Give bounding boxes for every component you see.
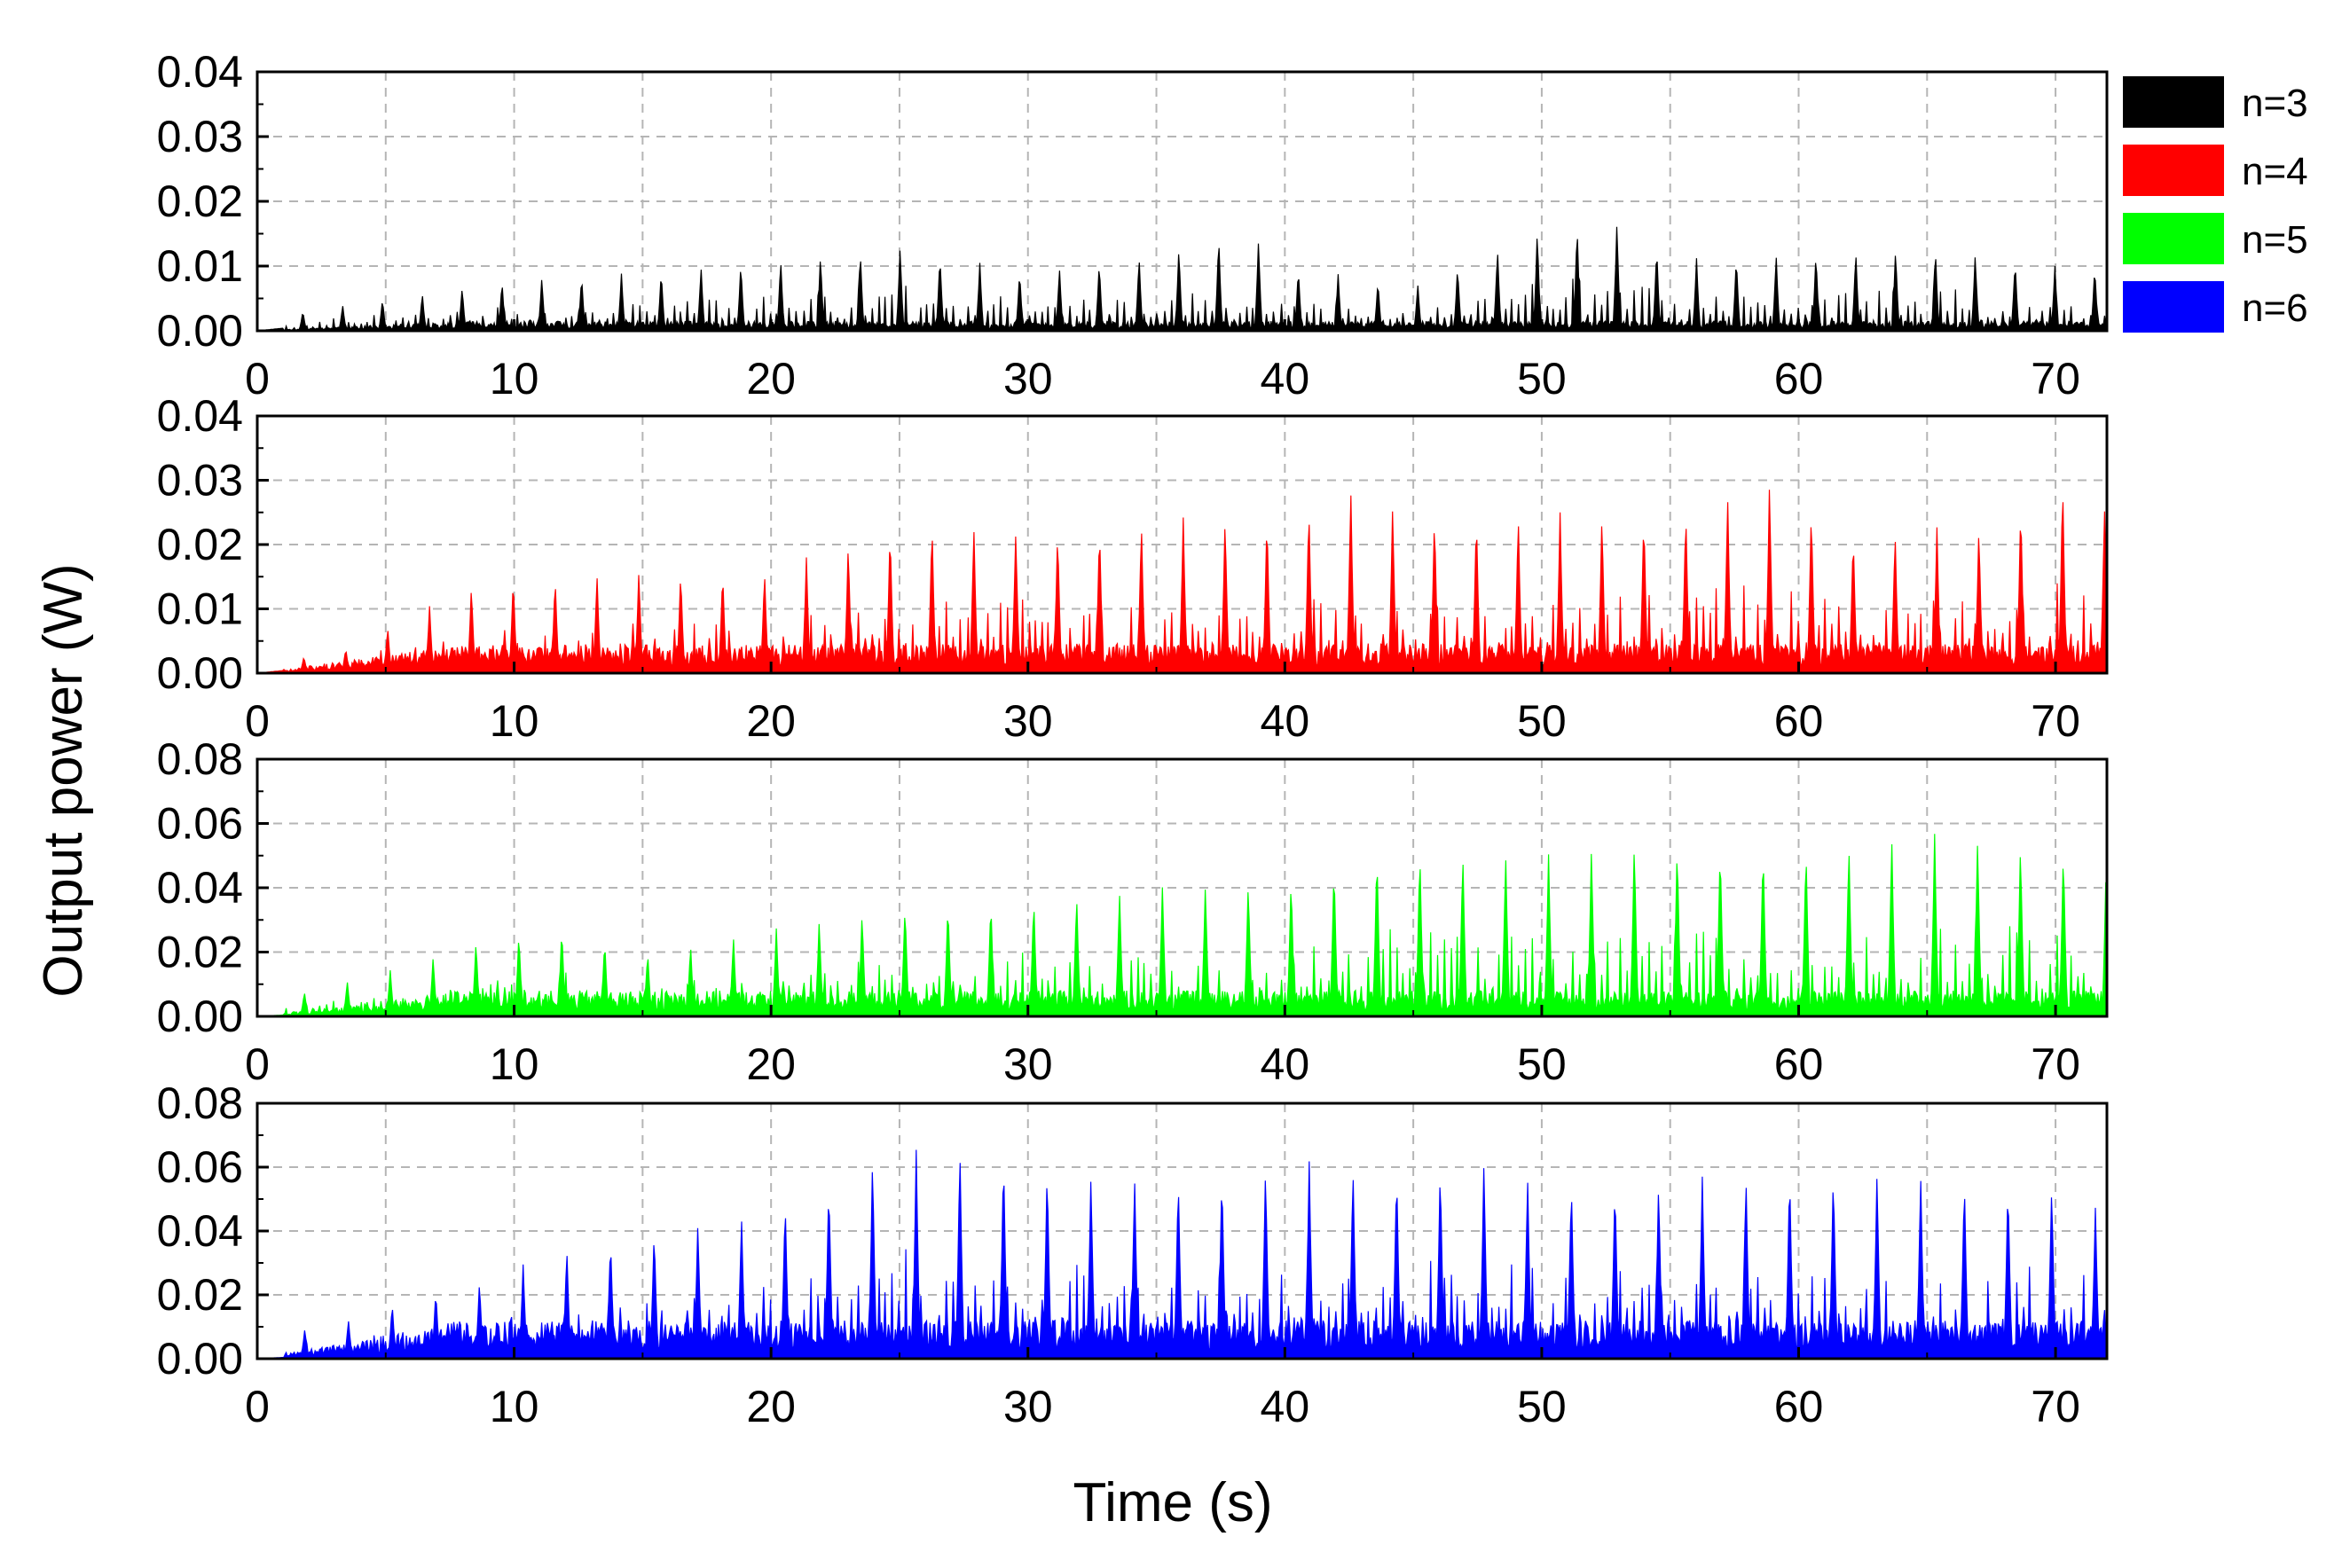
- legend-swatch-n4: [2123, 145, 2224, 196]
- series-area-n6: [257, 1149, 2107, 1359]
- y-tick-label-n3: 0.03: [157, 112, 243, 161]
- y-tick-label-n6: 0.08: [157, 1078, 243, 1128]
- panel-n4: 0.00 0.01 0.02 0.03 0.04 0 10 20 30 40 50 60 70: [157, 391, 2109, 746]
- panel-n6: 0.00 0.02 0.04 0.06 0.08 0 10 20 30 40 50 60 70: [157, 1078, 2109, 1431]
- legend: n=3 n=4 n=5 n=6: [2123, 76, 2308, 333]
- y-tick-label-n4: 0.01: [157, 584, 243, 634]
- x-tick-label-n4: 10: [490, 696, 539, 746]
- y-tick-label-n5: 0.06: [157, 799, 243, 849]
- series-area-n5: [257, 834, 2107, 1016]
- x-tick-label-n4: 50: [1517, 696, 1567, 746]
- y-tick-label-n5: 0.08: [157, 734, 243, 784]
- y-axis-title: Output power (W): [33, 563, 94, 997]
- series-area-n4: [257, 490, 2107, 673]
- x-tick-label-n6: 0: [245, 1382, 270, 1431]
- legend-label-n4: n=4: [2242, 150, 2308, 193]
- x-tick-label-n3: 70: [2031, 354, 2080, 404]
- x-tick-label-n3: 20: [746, 354, 796, 404]
- y-tick-label-n6: 0.04: [157, 1206, 243, 1256]
- x-tick-label-n6: 20: [746, 1382, 796, 1431]
- y-tick-label-n3: 0.04: [157, 47, 243, 97]
- legend-label-n3: n=3: [2242, 82, 2308, 125]
- x-tick-label-n5: 50: [1517, 1039, 1567, 1089]
- legend-swatch-n5: [2123, 213, 2224, 264]
- gridlines-n5: [257, 759, 2107, 1016]
- y-tick-label-n5: 0.04: [157, 863, 243, 913]
- x-tick-label-n3: 40: [1261, 354, 1310, 404]
- y-tick-label-n4: 0.03: [157, 456, 243, 506]
- x-tick-label-n3: 10: [490, 354, 539, 404]
- x-tick-label-n4: 40: [1261, 696, 1310, 746]
- gridlines-n3: [257, 72, 2107, 331]
- panels: 0.000.010.020.030.040 10 20 30 40 50 60 700.000…: [157, 47, 2109, 1431]
- legend-entry-n5: n=5: [2123, 213, 2308, 264]
- x-tick-label-n5: 70: [2031, 1039, 2080, 1089]
- x-tick-label-n6: 60: [1774, 1382, 1824, 1431]
- legend-swatch-n3: [2123, 76, 2224, 128]
- x-tick-label-n5: 10: [490, 1039, 539, 1089]
- panel-n3: 0.00 0.01 0.02 0.03 0.04 0 10 20 30 40 50 60 70: [157, 47, 2109, 404]
- series-area-n3: [257, 226, 2107, 331]
- x-tick-label-n3: 30: [1003, 354, 1053, 404]
- y-tick-label-n5: 0.00: [157, 992, 243, 1041]
- legend-label-n5: n=5: [2242, 218, 2308, 262]
- x-tick-label-n5: 20: [746, 1039, 796, 1089]
- y-tick-label-n4: 0.00: [157, 648, 243, 698]
- x-tick-label-n4: 60: [1774, 696, 1824, 746]
- x-tick-label-n5: 40: [1261, 1039, 1310, 1089]
- x-tick-label-n4: 20: [746, 696, 796, 746]
- y-tick-label-n4: 0.04: [157, 391, 243, 441]
- x-tick-label-n6: 10: [490, 1382, 539, 1431]
- x-tick-label-n5: 30: [1003, 1039, 1053, 1089]
- x-tick-label-n6: 50: [1517, 1382, 1567, 1431]
- x-tick-label-n6: 40: [1261, 1382, 1310, 1431]
- x-tick-label-n3: 0: [245, 354, 270, 404]
- legend-swatch-n6: [2123, 281, 2224, 333]
- y-tick-label-n3: 0.00: [157, 306, 243, 356]
- x-tick-label-n4: 70: [2031, 696, 2080, 746]
- legend-label-n6: n=6: [2242, 286, 2308, 330]
- panel-n5: 0.00 0.02 0.04 0.06 0.08 0 10 20 30 40 50 60 70: [157, 734, 2109, 1089]
- y-tick-label-n3: 0.01: [157, 241, 243, 291]
- x-tick-label-n3: 50: [1517, 354, 1567, 404]
- x-tick-label-n3: 60: [1774, 354, 1824, 404]
- legend-entry-n3: n=3: [2123, 76, 2308, 128]
- x-tick-label-n4: 0: [245, 696, 270, 746]
- y-tick-label-n6: 0.06: [157, 1142, 243, 1192]
- y-tick-label-n6: 0.00: [157, 1334, 243, 1384]
- x-tick-label-n5: 60: [1774, 1039, 1824, 1089]
- x-tick-label-n6: 70: [2031, 1382, 2080, 1431]
- y-tick-label-n6: 0.02: [157, 1270, 243, 1320]
- y-tick-label-n4: 0.02: [157, 520, 243, 569]
- legend-entry-n4: n=4: [2123, 145, 2308, 196]
- x-tick-label-n6: 30: [1003, 1382, 1053, 1431]
- legend-entry-n6: n=6: [2123, 281, 2308, 333]
- x-tick-label-n5: 0: [245, 1039, 270, 1089]
- y-tick-label-n3: 0.02: [157, 176, 243, 226]
- x-axis-title: Time (s): [1073, 1472, 1273, 1533]
- x-tick-label-n4: 30: [1003, 696, 1053, 746]
- y-tick-label-n5: 0.02: [157, 928, 243, 977]
